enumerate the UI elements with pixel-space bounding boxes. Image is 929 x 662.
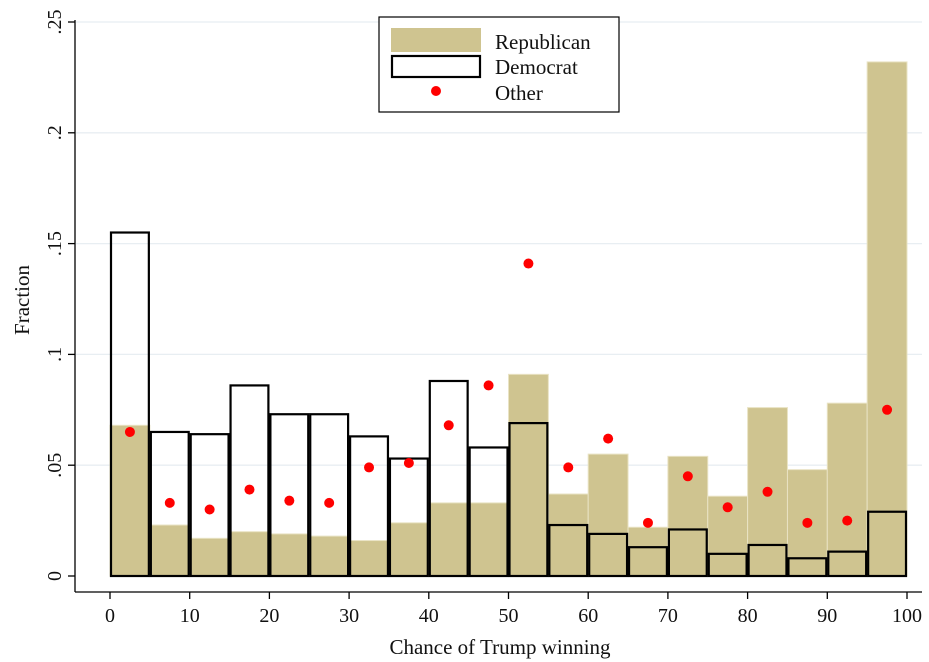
- x-tick-label-10: 100: [892, 605, 922, 627]
- republican-bar-2: [189, 537, 231, 577]
- other-point-0: [124, 426, 135, 437]
- other-point-10: [523, 258, 534, 269]
- republican-bar-12: [587, 453, 629, 577]
- democrat-bar-3: [229, 384, 270, 578]
- legend-swatch-republican: [391, 28, 481, 52]
- democrat-bars: [109, 231, 908, 578]
- x-tick-label-1: 10: [180, 605, 200, 627]
- other-points: [124, 258, 893, 528]
- republican-bar-8: [428, 502, 470, 577]
- x-tick-label-6: 60: [578, 605, 598, 627]
- democrat-bar-4: [269, 413, 310, 578]
- republican-bar-13: [627, 526, 669, 577]
- republican-bar-6: [348, 540, 390, 577]
- legend-marker-other: [431, 86, 441, 96]
- republican-bar-9: [468, 502, 509, 577]
- other-point-18: [842, 515, 853, 526]
- democrat-bar-19: [867, 510, 908, 578]
- republican-bar-7: [388, 522, 430, 577]
- other-point-13: [642, 517, 653, 528]
- y-tick-label-1: .05: [44, 453, 66, 478]
- republican-bar-0: [109, 424, 151, 577]
- x-axis-title: Chance of Trump winning: [389, 635, 611, 659]
- democrat-bar-12: [588, 532, 629, 578]
- democrat-bar-5: [309, 413, 350, 578]
- y-tick-label-4: .2: [44, 125, 66, 140]
- x-tick-label-4: 40: [419, 605, 439, 627]
- other-point-15: [722, 502, 733, 513]
- legend: Republican Democrat Other: [378, 16, 620, 113]
- democrat-bar-1: [149, 430, 190, 578]
- democrat-bar-10: [508, 421, 549, 578]
- x-tick-label-0: 0: [105, 605, 115, 627]
- axes: 0 .05 .1 .15 .2 .25 0 10 20 30 40 50 60 70 80 90 100: [44, 10, 922, 627]
- other-point-11: [563, 462, 574, 473]
- x-tick-label-9: 90: [817, 605, 837, 627]
- other-point-16: [762, 486, 773, 497]
- republican-bar-11: [547, 493, 589, 577]
- other-point-2: [204, 504, 215, 515]
- legend-label-other: Other: [495, 81, 543, 105]
- other-point-6: [364, 462, 375, 473]
- other-point-4: [284, 495, 295, 506]
- republican-bar-1: [149, 524, 191, 577]
- other-point-12: [603, 433, 614, 444]
- other-point-17: [802, 517, 813, 528]
- democrat-bar-11: [548, 523, 589, 578]
- other-point-3: [244, 484, 255, 495]
- x-tick-label-2: 20: [259, 605, 279, 627]
- democrat-bar-0: [109, 231, 150, 578]
- democrat-bar-2: [189, 433, 230, 578]
- x-tick-label-8: 80: [738, 605, 758, 627]
- democrat-bar-8: [428, 379, 469, 578]
- democrat-bar-18: [827, 550, 868, 578]
- democrat-bar-6: [349, 435, 390, 578]
- republican-bar-10: [508, 373, 549, 577]
- republican-bar-3: [229, 531, 270, 577]
- y-tick-label-5: .25: [44, 10, 66, 35]
- other-point-9: [483, 380, 494, 391]
- y-tick-label-3: .15: [44, 231, 66, 256]
- republican-bars: [109, 61, 908, 577]
- other-point-1: [164, 497, 175, 508]
- y-tick-label-0: 0: [44, 571, 66, 581]
- other-point-8: [443, 420, 454, 431]
- democrat-bar-17: [787, 557, 828, 578]
- other-point-5: [324, 497, 335, 508]
- democrat-bar-14: [667, 528, 708, 578]
- legend-label-democrat: Democrat: [495, 55, 578, 79]
- democrat-bar-9: [468, 446, 509, 578]
- republican-bar-5: [308, 535, 350, 577]
- republican-bar-18: [826, 402, 868, 577]
- x-tick-label-3: 30: [339, 605, 359, 627]
- democrat-bar-15: [707, 552, 748, 578]
- legend-label-republican: Republican: [495, 30, 591, 54]
- x-tick-label-7: 70: [658, 605, 678, 627]
- other-point-7: [403, 457, 414, 468]
- legend-swatch-democrat: [390, 54, 482, 79]
- other-point-14: [682, 471, 693, 482]
- other-point-19: [882, 404, 893, 415]
- republican-bar-19: [866, 61, 908, 577]
- democrat-bar-13: [627, 546, 668, 578]
- x-tick-label-5: 50: [499, 605, 519, 627]
- y-axis-title: Fraction: [10, 265, 34, 335]
- y-tick-label-2: .1: [44, 347, 66, 362]
- republican-bar-4: [268, 533, 310, 577]
- democrat-bar-16: [747, 543, 788, 578]
